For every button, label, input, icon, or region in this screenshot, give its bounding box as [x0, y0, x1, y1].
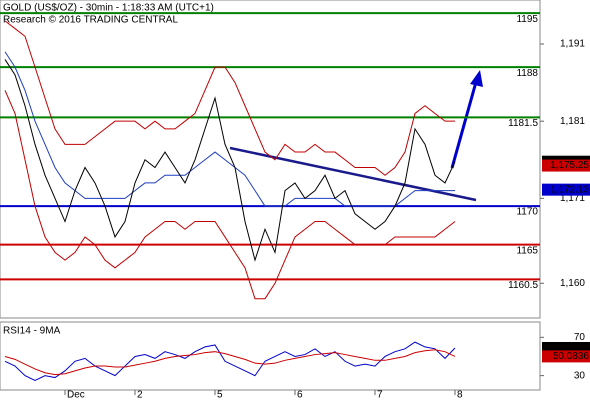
- rsi-panel: [0, 321, 541, 391]
- level-label: 1165: [516, 245, 538, 256]
- series-line: [4, 341, 456, 381]
- price-tag-label: 50.0836: [553, 351, 590, 362]
- series-line: [4, 51, 455, 207]
- arrow-head: [470, 70, 483, 87]
- series-line: [4, 59, 456, 262]
- level-label: 1181.5: [508, 118, 538, 129]
- series-line: [4, 20, 455, 176]
- series-line: [4, 90, 456, 300]
- y-tick-label: 70: [574, 332, 586, 343]
- y-tick-label: 30: [574, 370, 586, 381]
- price-tag-label: 1,172.13: [550, 184, 589, 195]
- level-label: 1188: [516, 68, 538, 79]
- price-tag: [542, 350, 590, 363]
- level-label: 1160.5: [508, 280, 538, 291]
- price-tag: [542, 183, 590, 196]
- price-tag-label: 58.8671: [553, 343, 590, 354]
- y-tick-label: 1,181: [560, 116, 585, 127]
- y-tick-label: 1,171: [560, 193, 585, 204]
- chart-title: GOLD (US$/OZ) - 30min - 1:18:33 AM (UTC+…: [3, 3, 214, 14]
- level-label: 1195: [516, 14, 538, 25]
- main-panel: [0, 0, 541, 319]
- y-tick-label: 1,160: [560, 278, 585, 289]
- y-tick-label: 1,191: [560, 39, 585, 50]
- x-tick-label: 6: [297, 390, 303, 400]
- level-label: 1170: [516, 207, 538, 218]
- x-tick-label: 7: [377, 390, 383, 400]
- series-line: [4, 349, 456, 376]
- x-tick-label: 8: [457, 390, 463, 400]
- x-tick-label: Dec: [67, 390, 85, 400]
- price-tag: [542, 159, 590, 172]
- chart-subtitle: Research © 2016 TRADING CENTRAL: [3, 15, 178, 26]
- price-tag-label: 1,175.25: [550, 160, 589, 171]
- forecast-arrow: [450, 81, 478, 169]
- x-tick-label: 2: [137, 390, 143, 400]
- trend-line: [229, 146, 477, 202]
- x-tick-label: 5: [217, 390, 223, 400]
- rsi-title: RSI14 - 9MA: [3, 326, 61, 337]
